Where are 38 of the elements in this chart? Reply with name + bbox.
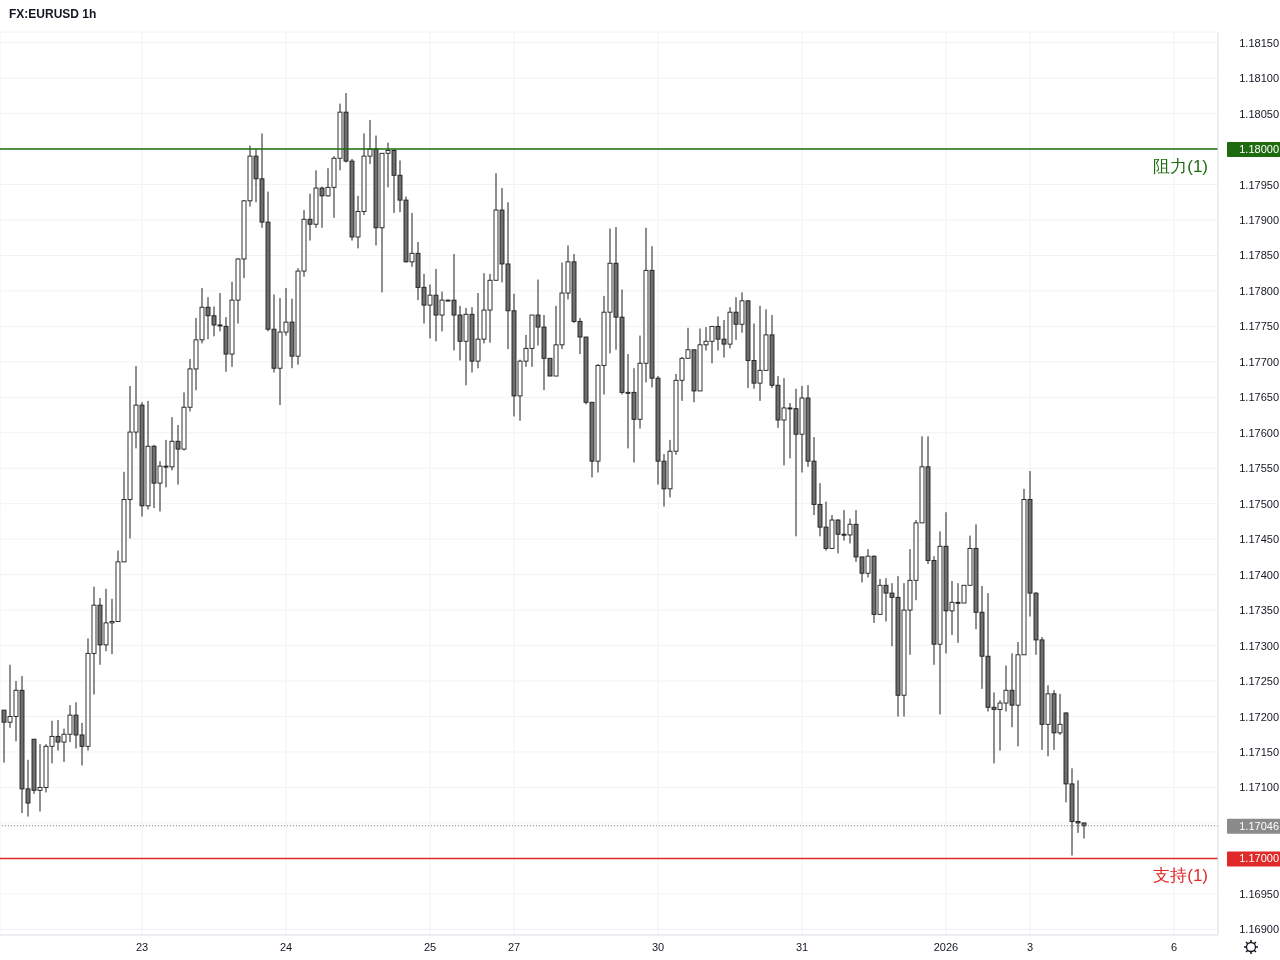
- y-tick-label: 1.17100: [1239, 781, 1279, 794]
- y-tick-label: 1.17550: [1239, 462, 1279, 475]
- y-tick-label: 1.17500: [1239, 497, 1279, 510]
- x-tick-label: 2026: [933, 940, 959, 953]
- y-tick-label: 1.16950: [1239, 887, 1279, 900]
- y-tick-label: 1.17150: [1239, 745, 1279, 758]
- y-tick-label: 1.17350: [1239, 604, 1279, 617]
- y-tick-label: 1.17450: [1239, 533, 1279, 546]
- y-tick-label: 1.17650: [1239, 391, 1279, 404]
- x-tick-label: 3: [1026, 940, 1034, 953]
- y-tick-label: 1.17700: [1239, 355, 1279, 368]
- y-tick-label: 1.17600: [1239, 426, 1279, 439]
- y-tick-label: 1.17250: [1239, 675, 1279, 688]
- y-tick-label: 1.17950: [1239, 178, 1279, 191]
- y-tick-label: 1.17000: [1239, 852, 1279, 865]
- x-tick-label: 24: [279, 940, 293, 953]
- y-tick-label: 1.18000: [1239, 143, 1279, 156]
- y-tick-label: 1.17200: [1239, 710, 1279, 723]
- chart-title: FX:EURUSD 1h: [9, 7, 97, 21]
- y-tick-label: 1.18100: [1239, 72, 1279, 85]
- x-tick-label: 31: [795, 940, 809, 953]
- ref-line-label: 阻力(1): [1153, 157, 1208, 177]
- x-tick-label: 27: [507, 940, 521, 953]
- y-tick-label: 1.17750: [1239, 320, 1279, 333]
- y-tick-label: 1.16900: [1239, 923, 1279, 936]
- x-tick-label: 6: [1170, 940, 1178, 953]
- x-tick-label: 23: [135, 940, 149, 953]
- y-tick-label: 1.17900: [1239, 213, 1279, 226]
- y-tick-label: 1.18050: [1239, 107, 1279, 120]
- ref-line-label: 支持(1): [1153, 866, 1208, 886]
- y-tick-label: 1.17400: [1239, 568, 1279, 581]
- y-tick-label: 1.17800: [1239, 284, 1279, 297]
- x-tick-label: 30: [651, 940, 665, 953]
- x-tick-label: 25: [423, 940, 437, 953]
- y-tick-label: 1.17850: [1239, 249, 1279, 262]
- y-tick-label: 1.17046: [1239, 819, 1279, 832]
- y-tick-label: 1.18150: [1239, 36, 1279, 49]
- y-tick-label: 1.17300: [1239, 639, 1279, 652]
